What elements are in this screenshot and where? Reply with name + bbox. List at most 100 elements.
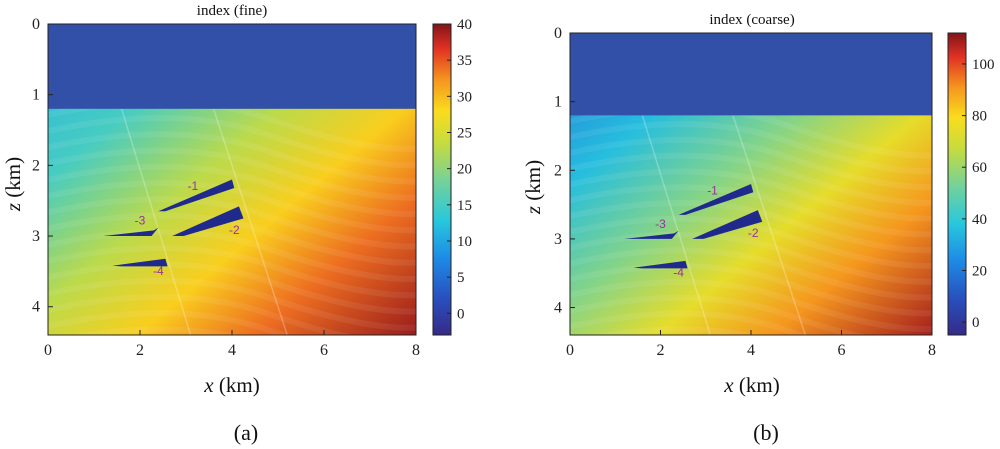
colorbar-tick-label: 5 [457,270,465,286]
contour-band [570,215,932,269]
contour-band [48,261,416,315]
y-tick-label: 0 [554,25,562,42]
contour-band [48,293,356,335]
x-tick-label: 4 [747,342,755,359]
y-tick-label: 3 [32,228,40,245]
x-tick-label: 2 [657,342,665,359]
fault-label-1: -1 [188,179,199,193]
colorbar-scale [947,32,967,336]
colorbar-tick-label: 100 [972,57,995,73]
colorbar-tick-label: 20 [457,162,472,178]
x-tick-label: 4 [228,342,236,359]
fault-label-2: -2 [229,223,240,237]
colorbar-tick-label: 10 [457,234,472,250]
fault-label-3: -3 [655,217,666,231]
y-tick-label: 0 [32,16,40,33]
water-layer [570,33,932,116]
contour-band [570,200,932,254]
panel-a-heatmap [48,24,416,335]
panel-a-faults: -1 -2 -3 -4 [103,179,244,278]
colorbar-tick-label: 40 [972,212,987,228]
colorbar-tick-label: 20 [972,263,987,279]
contour-band [570,278,932,333]
fault-label-4: -4 [153,264,164,278]
panel-b-xlabel: x (km) [723,373,779,397]
colorbar-tick-label: 0 [972,315,980,331]
fault-trace [120,108,192,335]
panel-b-title: index (coarse) [709,12,794,28]
contour-band [591,326,759,335]
contour-band [48,163,416,217]
panel-a-caption: (a) [234,420,258,445]
y-tick-label: 1 [32,87,40,104]
x-tick-label: 6 [320,342,328,359]
contour-band [48,180,416,234]
contour-band [48,310,293,335]
contour-band [570,168,932,222]
colorbar-tick-label: 0 [457,306,465,322]
fault-label-3: -3 [135,214,146,228]
fault-trace [212,108,288,335]
colorbar-tick-label: 40 [457,17,472,33]
x-tick-label: 6 [838,342,846,359]
x-tick-label: 2 [136,342,144,359]
panel-b-caption: (b) [753,420,779,445]
fault-trace [641,115,711,335]
panel-a-xlabel: x (km) [203,373,259,397]
fault-block-4 [633,260,688,269]
panel-a: index (fine) -1 -2 -3 -4 0 2 4 6 8 0 1 2 3 4 0 5 10 15 2… [1,3,472,445]
panel-b-heatmap [570,33,932,335]
colorbar-tick-label: 35 [457,53,472,69]
contour-band [48,196,416,250]
colorbar-tick-label: 80 [972,109,987,125]
y-tick-label: 3 [554,231,562,248]
colorbar-scale [432,23,452,336]
colorbar-tick-label: 25 [457,125,472,141]
contour-band [70,326,240,335]
panel-a-axes: 0 2 4 6 8 0 1 2 3 4 [32,16,420,359]
y-tick-label: 2 [32,157,40,174]
fault-block-1 [678,184,754,215]
panel-b-axes: 0 2 4 6 8 0 1 2 3 4 [554,25,936,359]
y-tick-label: 4 [554,300,562,317]
contour-band [48,131,416,185]
contour-band [570,152,932,206]
contour-band [48,277,416,331]
fault-trace [732,115,807,335]
contour-band [570,247,932,301]
panel-a-ylabel: z (km) [1,157,25,212]
contour-band [570,231,932,285]
contour-band [570,184,932,238]
fault-block-2 [692,210,763,239]
y-tick-label: 2 [554,162,562,179]
fault-label-2: -2 [748,226,759,240]
x-tick-label: 8 [928,342,936,359]
water-layer [48,24,416,109]
fault-block-3 [103,227,159,236]
x-tick-label: 0 [44,342,52,359]
contour-band [570,121,932,175]
contour-band [48,212,416,266]
x-tick-label: 0 [566,342,574,359]
y-tick-label: 1 [554,94,562,111]
contour-band [48,147,416,201]
panel-b-colorbar: 0 20 40 60 80 100 [947,32,995,336]
contour-band [570,310,810,335]
x-tick-label: 8 [412,342,420,359]
fault-block-3 [624,230,679,239]
contour-band [570,136,932,191]
panel-b-ylabel: z (km) [521,160,545,215]
panel-b-faults: -1 -2 -3 -4 [624,183,763,280]
colorbar-tick-label: 60 [972,160,987,176]
colorbar-tick-label: 30 [457,89,472,105]
colorbar-tick-label: 15 [457,198,472,214]
contour-band [570,294,868,335]
fault-label-4: -4 [673,266,684,280]
fault-block-2 [172,206,244,236]
fault-label-1: -1 [707,183,718,197]
fault-block-4 [112,258,168,267]
contour-band [48,245,416,299]
panel-a-title: index (fine) [197,3,267,19]
